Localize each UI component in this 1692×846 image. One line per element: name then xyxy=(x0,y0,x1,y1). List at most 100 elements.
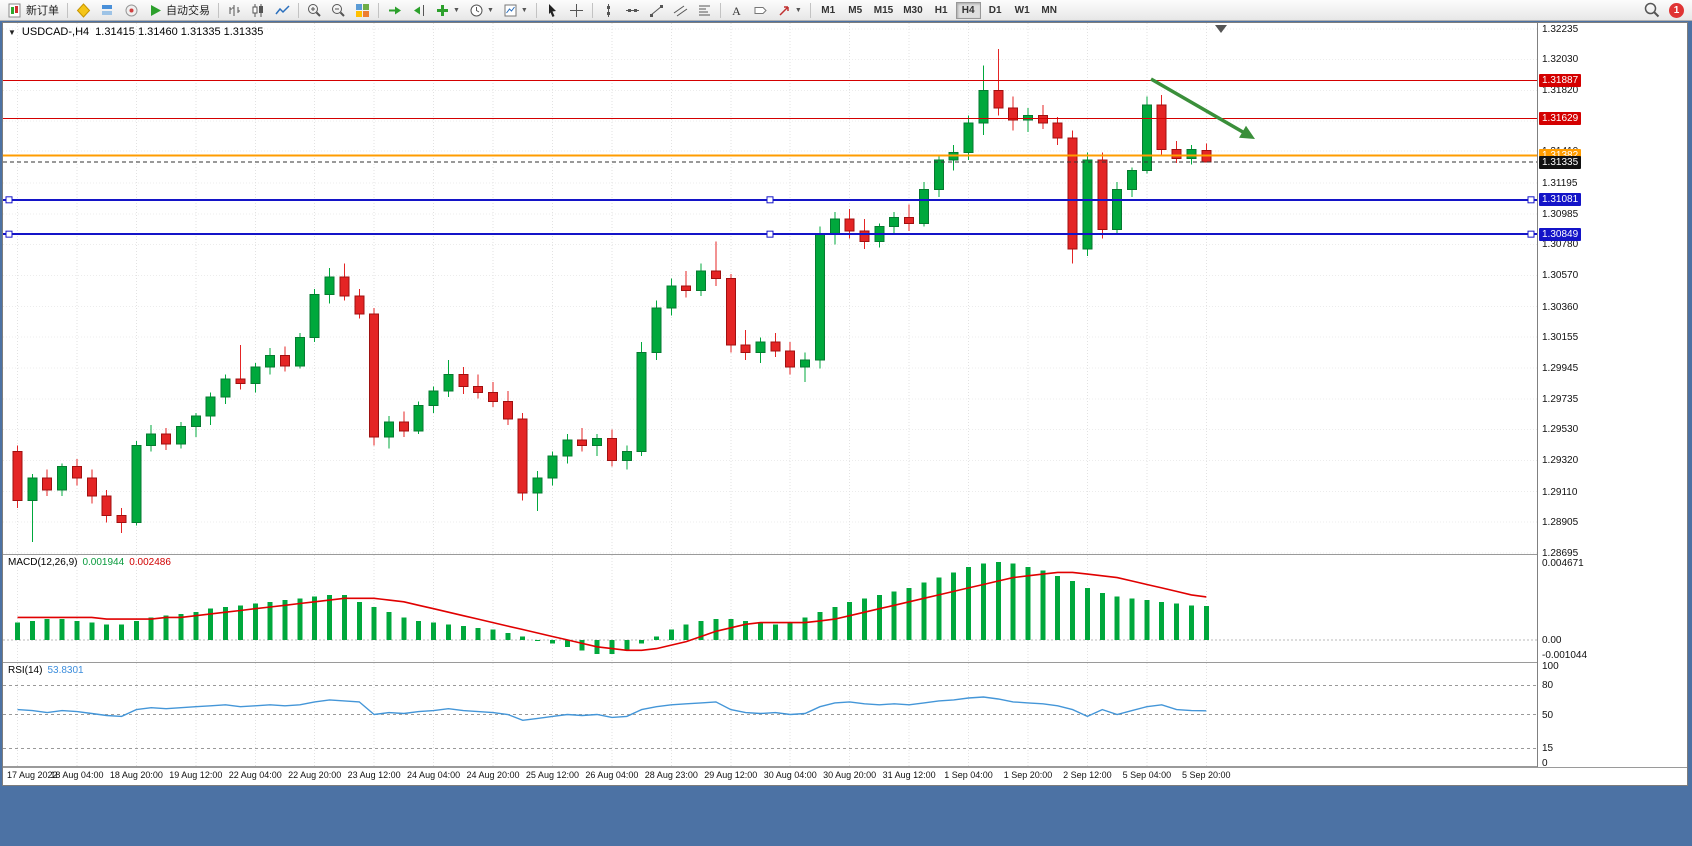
bar-chart-button[interactable] xyxy=(223,1,246,19)
macd-histogram-bar xyxy=(862,598,868,640)
text-button[interactable]: A xyxy=(725,1,748,19)
timeframe-button-m1[interactable]: M1 xyxy=(816,2,841,19)
timeframe-button-m5[interactable]: M5 xyxy=(843,2,868,19)
rsi-indicator-label: RSI(14) 53.8301 xyxy=(8,665,84,676)
one-click-trading-toggle[interactable]: ▼ xyxy=(8,27,16,37)
chevron-down-icon: ▼ xyxy=(520,6,528,14)
depth-of-market-button[interactable] xyxy=(96,1,119,19)
timeframe-button-h4[interactable]: H4 xyxy=(955,1,981,19)
chart-shift-marker[interactable] xyxy=(1215,25,1227,33)
price-tick-label: 1.30780 xyxy=(1542,239,1579,251)
candlestick-chart-button[interactable] xyxy=(247,1,270,19)
indicators-button[interactable]: ▼ xyxy=(431,1,464,19)
macd-histogram-bar xyxy=(163,615,169,640)
candle-up xyxy=(220,378,231,398)
macd-histogram-bar xyxy=(832,607,838,640)
timeframe-button-m30[interactable]: M30 xyxy=(899,2,926,19)
line-selection-marker[interactable] xyxy=(766,230,774,238)
timeframe-button-m15[interactable]: M15 xyxy=(870,2,897,19)
bid-price-badge: 1.31335 xyxy=(1539,155,1582,169)
price-line-badge: 1.31887 xyxy=(1539,74,1582,87)
macd-histogram-bar xyxy=(1055,575,1061,640)
timeframe-button-mn[interactable]: MN xyxy=(1037,2,1062,19)
metaeditor-button[interactable] xyxy=(72,1,95,19)
time-axis-label: 1 Sep 04:00 xyxy=(944,770,993,780)
trend-arrow-head[interactable] xyxy=(1239,125,1255,139)
autotrading-button[interactable]: 自动交易 xyxy=(144,1,214,19)
cursor-button[interactable] xyxy=(541,1,564,19)
chevron-down-icon: ▼ xyxy=(453,6,460,14)
candle-up xyxy=(963,122,974,154)
price-axis[interactable]: 1.322351.320301.318201.316151.314101.311… xyxy=(1537,23,1687,769)
economic-calendar-button[interactable] xyxy=(120,1,143,19)
search-button[interactable] xyxy=(1640,1,1664,19)
time-axis-label: 5 Sep 04:00 xyxy=(1122,770,1172,780)
timeframe-button-h1[interactable]: H1 xyxy=(929,2,954,19)
price-line-badge: 1.31081 xyxy=(1539,193,1582,207)
macd-histogram-bar xyxy=(995,561,1001,640)
line-chart-icon xyxy=(275,4,290,14)
price-line-badge: 1.31629 xyxy=(1539,112,1582,126)
auto-scroll-button[interactable] xyxy=(383,1,406,19)
timeframe-button-d1[interactable]: D1 xyxy=(983,2,1008,19)
timeframe-button-w1[interactable]: W1 xyxy=(1010,2,1035,19)
macd-histogram-bar xyxy=(817,612,823,640)
macd-histogram-bar xyxy=(1144,600,1150,640)
chart-title: ▼ USDCAD-,H4 1.31415 1.31460 1.31335 1.3… xyxy=(8,26,263,38)
candle-down xyxy=(681,285,692,291)
macd-panel[interactable] xyxy=(3,555,1537,662)
tile-windows-button[interactable] xyxy=(351,1,374,19)
line-selection-marker[interactable] xyxy=(5,196,13,204)
macd-histogram-bar xyxy=(1025,567,1031,640)
candle-up xyxy=(814,233,825,361)
fibonacci-button[interactable] xyxy=(693,1,716,19)
time-axis-label: 30 Aug 20:00 xyxy=(823,770,877,780)
panel-separator[interactable] xyxy=(3,662,1687,663)
candle-down xyxy=(725,277,736,346)
time-axis-label: 18 Aug 20:00 xyxy=(109,770,163,780)
panel-separator[interactable] xyxy=(3,554,1687,555)
price-line-badge: 1.30849 xyxy=(1539,227,1582,241)
macd-histogram-bar xyxy=(490,629,496,640)
line-chart-button[interactable] xyxy=(271,1,294,19)
macd-histogram-bar xyxy=(787,622,793,640)
periods-button[interactable]: ▼ xyxy=(465,1,498,19)
horizontal-line-button[interactable] xyxy=(621,1,644,19)
candle-up xyxy=(651,307,662,353)
toolbar-separator xyxy=(535,2,537,18)
text-label-button[interactable] xyxy=(749,1,772,19)
notification-badge[interactable]: 1 xyxy=(1669,2,1684,18)
vertical-line-button[interactable] xyxy=(597,1,620,19)
price-tick-label: 1.29945 xyxy=(1542,362,1579,374)
macd-histogram-bar xyxy=(639,639,645,644)
macd-histogram-bar xyxy=(668,629,674,640)
template-icon xyxy=(504,4,517,16)
candle-down xyxy=(844,218,855,232)
line-selection-marker[interactable] xyxy=(1527,196,1535,204)
trendline-button[interactable] xyxy=(645,1,668,19)
new-order-button[interactable]: 新订单 xyxy=(4,1,63,19)
zoom-out-button[interactable] xyxy=(327,1,350,19)
line-selection-marker[interactable] xyxy=(766,196,774,204)
shapes-button[interactable]: ▼ xyxy=(773,1,806,19)
candle-down xyxy=(502,400,513,420)
candle-up xyxy=(696,270,707,291)
zoom-in-button[interactable] xyxy=(303,1,326,19)
panel-separator[interactable] xyxy=(3,766,1687,767)
candle-up xyxy=(27,477,38,501)
line-selection-marker[interactable] xyxy=(1527,230,1535,238)
chart-shift-button[interactable] xyxy=(407,1,430,19)
time-axis[interactable]: 17 Aug 2022 18 Aug 04:00 18 Aug 20:00 19 Au… xyxy=(3,767,1687,785)
crosshair-button[interactable] xyxy=(565,1,588,19)
line-selection-marker[interactable] xyxy=(5,230,13,238)
candle-up xyxy=(755,341,766,353)
candle-down xyxy=(1067,137,1078,250)
templates-button[interactable]: ▼ xyxy=(499,1,532,19)
rsi-axis-label: 100 xyxy=(1542,661,1559,672)
main-chart[interactable] xyxy=(3,23,1537,554)
rsi-panel[interactable] xyxy=(3,663,1537,766)
time-axis-label: 24 Aug 04:00 xyxy=(407,770,461,780)
trend-arrow[interactable] xyxy=(1150,77,1248,136)
channel-button[interactable] xyxy=(669,1,692,19)
macd-histogram-bar xyxy=(445,624,451,640)
